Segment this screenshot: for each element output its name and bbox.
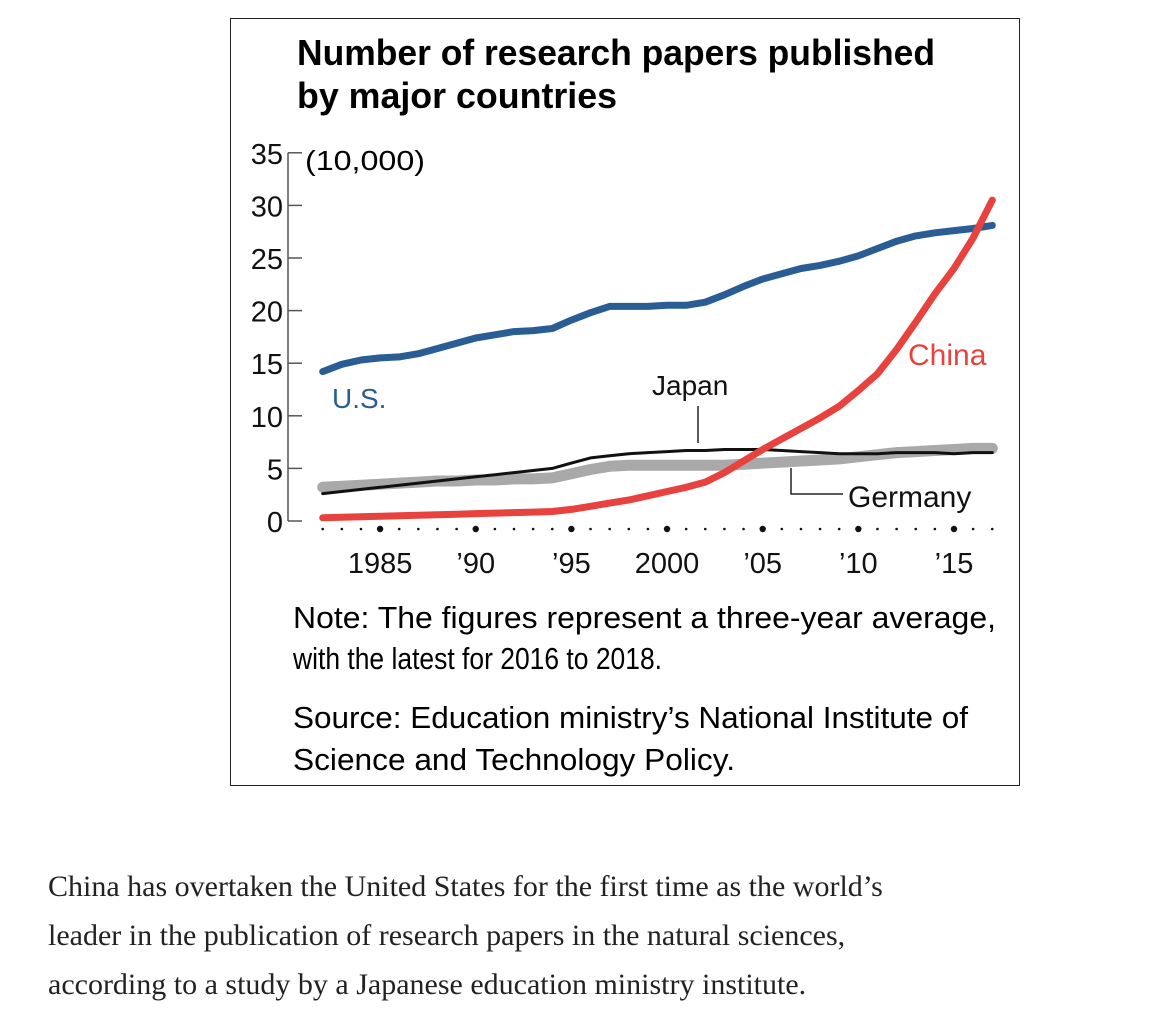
article-caption: China has overtaken the United States fo… — [48, 862, 883, 1009]
x-minor-tick-dot — [493, 527, 497, 531]
caption-line: China has overtaken the United States fo… — [48, 870, 883, 903]
x-minor-tick-dot — [321, 527, 325, 531]
x-minor-tick-dot — [704, 527, 707, 531]
germany-leader-line — [790, 468, 843, 495]
x-minor-tick-dot — [397, 527, 401, 531]
series-label-us: U.S. — [332, 383, 386, 414]
x-minor-tick-dot — [359, 527, 363, 531]
x-minor-tick-dot — [455, 527, 458, 531]
x-major-tick-dot — [568, 525, 575, 533]
x-minor-tick-dot — [876, 527, 879, 531]
x-minor-tick-dot — [799, 527, 803, 531]
y-tick-label: 5 — [267, 454, 283, 486]
note-line-2: with the latest for 2016 to 2018. — [292, 641, 662, 676]
x-minor-tick-dot — [627, 527, 631, 531]
x-major-tick-dot — [759, 525, 766, 533]
y-tick-label: 30 — [251, 191, 283, 223]
x-minor-tick-dot — [742, 527, 745, 531]
x-tick-label: 2000 — [635, 548, 700, 580]
x-tick-label: 1985 — [348, 548, 413, 580]
x-tick-label: ’95 — [552, 548, 591, 580]
x-minor-tick-dot — [550, 527, 554, 531]
y-tick-label: 10 — [251, 402, 283, 434]
x-tick-label: ’15 — [935, 548, 974, 580]
chart-title-line-2: by major countries — [297, 75, 617, 116]
y-tick-label: 0 — [267, 507, 283, 539]
x-minor-tick-dot — [512, 527, 516, 531]
x-minor-tick-dot — [818, 527, 822, 531]
x-minor-tick-dot — [646, 527, 650, 531]
x-minor-tick-dot — [436, 527, 439, 531]
x-minor-tick-dot — [608, 527, 611, 531]
x-minor-tick-dot — [990, 527, 994, 531]
x-tick-label: ’90 — [456, 548, 495, 580]
x-minor-tick-dot — [340, 527, 344, 531]
x-minor-tick-dot — [971, 527, 975, 531]
x-tick-label: ’05 — [743, 548, 782, 580]
series-label-japan: Japan — [652, 370, 728, 401]
caption-line: leader in the publication of research pa… — [48, 919, 846, 952]
x-major-tick-dot — [376, 525, 384, 533]
series-label-china: China — [908, 339, 987, 372]
x-major-tick-dot — [950, 525, 958, 533]
x-major-tick-dot — [855, 525, 862, 533]
y-tick-label: 35 — [251, 139, 283, 171]
series-line-china — [319, 196, 996, 522]
x-tick-label: ’10 — [839, 548, 878, 580]
x-minor-tick-dot — [417, 527, 420, 531]
x-minor-tick-dot — [895, 527, 898, 531]
x-minor-tick-dot — [780, 527, 784, 531]
y-tick-label: 20 — [251, 297, 283, 329]
x-minor-tick-dot — [531, 527, 535, 531]
x-minor-tick-dot — [837, 527, 841, 531]
x-major-tick-dot — [663, 525, 671, 533]
chart-frame — [230, 18, 1020, 786]
note-line-1: Note: The figures represent a three-year… — [293, 600, 996, 635]
caption-line: according to a study by a Japanese educa… — [48, 968, 807, 1001]
chart-title-line-1: Number of research papers published — [297, 32, 935, 73]
x-major-tick-dot — [472, 525, 479, 533]
source-line-1: Source: Education ministry’s National In… — [293, 700, 968, 735]
y-tick-label: 25 — [251, 244, 283, 276]
x-minor-tick-dot — [933, 527, 937, 531]
x-minor-tick-dot — [914, 527, 918, 531]
unit-label: (10,000) — [305, 145, 425, 176]
source-line-2: Science and Technology Policy. — [293, 742, 735, 777]
x-minor-tick-dot — [589, 527, 592, 531]
series-line-us — [319, 221, 996, 376]
x-minor-tick-dot — [684, 527, 688, 531]
series-line-japan — [321, 448, 994, 496]
series-label-germany: Germany — [848, 481, 971, 514]
y-tick-label: 15 — [251, 349, 283, 381]
x-minor-tick-dot — [723, 527, 726, 531]
